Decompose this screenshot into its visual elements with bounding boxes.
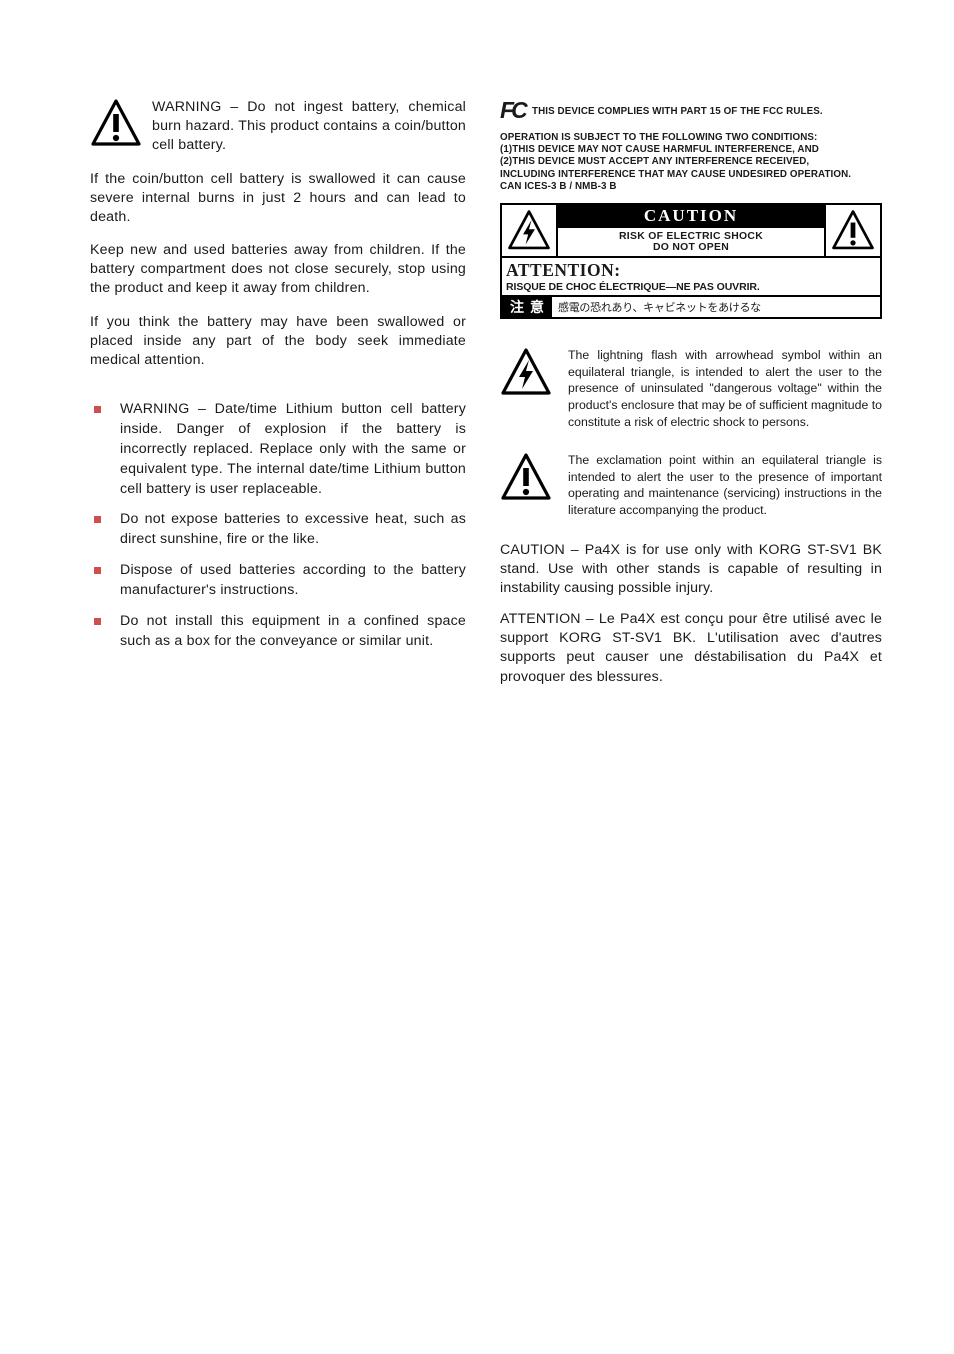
right-column: FC THIS DEVICE COMPLIES WITH PART 15 OF … bbox=[500, 98, 882, 699]
bullet-item: Dispose of used batteries according to t… bbox=[90, 561, 466, 601]
fcc-line: CAN ICES-3 B / NMB-3 B bbox=[500, 181, 882, 193]
seek-medical-attention-text: If you think the battery may have been s… bbox=[90, 313, 466, 371]
bullet-item: WARNING – Date/time Lithium button cell … bbox=[90, 400, 466, 499]
caution-plate-mid: CAUTION RISK OF ELECTRIC SHOCK DO NOT OP… bbox=[556, 205, 826, 256]
warning-triangle-exclaim-icon bbox=[500, 452, 552, 504]
caution-plate-row1: CAUTION RISK OF ELECTRIC SHOCK DO NOT OP… bbox=[502, 205, 880, 258]
shock-triangle-bolt-icon bbox=[502, 205, 556, 256]
left-column: WARNING – Do not ingest battery, chemica… bbox=[90, 98, 466, 699]
bullet-item: Do not expose batteries to excessive hea… bbox=[90, 510, 466, 550]
caution-plate-row3: 注意 感電の恐れあり、キャビネットをあけるな bbox=[502, 297, 880, 317]
fcc-block: FC THIS DEVICE COMPLIES WITH PART 15 OF … bbox=[500, 98, 882, 122]
fcc-compliance-text-cont: OPERATION IS SUBJECT TO THE FOLLOWING TW… bbox=[500, 124, 882, 193]
page: WARNING – Do not ingest battery, chemica… bbox=[90, 98, 882, 699]
stand-caution-en: CAUTION – Pa4X is for use only with KORG… bbox=[500, 541, 882, 599]
lightning-explanation-row: The lightning flash with arrowhead symbo… bbox=[500, 347, 882, 430]
caution-heading: CAUTION bbox=[558, 205, 824, 228]
fcc-line: (2)THIS DEVICE MUST ACCEPT ANY INTERFERE… bbox=[500, 156, 882, 168]
warning-triangle-exclaim-icon bbox=[90, 98, 142, 150]
attention-heading: ATTENTION: bbox=[506, 260, 876, 281]
warning-triangle-exclaim-icon bbox=[826, 205, 880, 256]
warning-battery-block: WARNING – Do not ingest battery, chemica… bbox=[90, 98, 466, 156]
do-not-open-text: DO NOT OPEN bbox=[558, 242, 824, 256]
caution-plate: CAUTION RISK OF ELECTRIC SHOCK DO NOT OP… bbox=[500, 203, 882, 319]
fcc-line: THIS DEVICE COMPLIES WITH PART 15 OF THE… bbox=[532, 106, 823, 117]
exclamation-explanation-text: The exclamation point within an equilate… bbox=[568, 452, 882, 518]
battery-bullet-list: WARNING – Date/time Lithium button cell … bbox=[90, 400, 466, 652]
shock-triangle-bolt-icon bbox=[500, 347, 552, 399]
fcc-line: INCLUDING INTERFERENCE THAT MAY CAUSE UN… bbox=[500, 169, 882, 181]
attention-fr-text: RISQUE DE CHOC ÉLECTRIQUE—NE PAS OUVRIR. bbox=[506, 281, 876, 293]
exclamation-explanation-row: The exclamation point within an equilate… bbox=[500, 452, 882, 518]
fcc-line: (1)THIS DEVICE MAY NOT CAUSE HARMFUL INT… bbox=[500, 144, 882, 156]
lightning-explanation-text: The lightning flash with arrowhead symbo… bbox=[568, 347, 882, 430]
jp-caution-text: 感電の恐れあり、キャビネットをあけるな bbox=[552, 297, 880, 317]
fcc-compliance-text: THIS DEVICE COMPLIES WITH PART 15 OF THE… bbox=[532, 98, 882, 118]
risk-of-shock-text: RISK OF ELECTRIC SHOCK bbox=[558, 228, 824, 242]
fcc-logo-icon: FC bbox=[500, 98, 530, 122]
fcc-line: OPERATION IS SUBJECT TO THE FOLLOWING TW… bbox=[500, 132, 882, 144]
stand-caution-fr: ATTENTION – Le Pa4X est conçu pour être … bbox=[500, 610, 882, 687]
jp-caution-label: 注意 bbox=[502, 297, 552, 317]
keep-away-children-text: Keep new and used batteries away from ch… bbox=[90, 241, 466, 299]
bullet-item: Do not install this equipment in a confi… bbox=[90, 612, 466, 652]
warning-battery-text: WARNING – Do not ingest battery, chemica… bbox=[152, 98, 466, 156]
swallow-warning-text: If the coin/button cell battery is swall… bbox=[90, 170, 466, 228]
caution-plate-row2: ATTENTION: RISQUE DE CHOC ÉLECTRIQUE—NE … bbox=[502, 258, 880, 297]
